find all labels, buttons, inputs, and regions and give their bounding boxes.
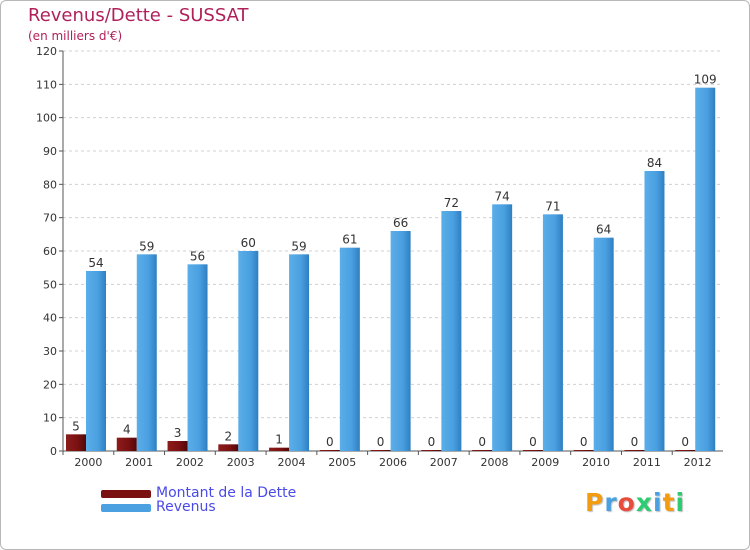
bar-dette-2006 — [370, 450, 391, 451]
y-tick-label: 90 — [43, 145, 57, 158]
bar-dette-2009 — [522, 450, 543, 451]
bar-dette-2001 — [116, 437, 137, 451]
y-tick-label: 70 — [43, 212, 57, 225]
bar-revenus-2008 — [492, 204, 513, 451]
bar-dette-2010 — [573, 450, 594, 451]
data-label-dette-2003: 2 — [224, 429, 232, 443]
legend-label-revenus: Revenus — [156, 499, 216, 515]
chart-subtitle: (en milliers d'€) — [28, 29, 123, 43]
data-label-dette-2011: 0 — [631, 435, 639, 449]
x-tick-label-2000: 2000 — [74, 456, 102, 469]
data-label-dette-2006: 0 — [377, 435, 385, 449]
bar-revenus-2011 — [644, 171, 665, 451]
y-tick-label: 40 — [43, 312, 57, 325]
bar-revenus-2010 — [593, 237, 614, 451]
y-tick-label: 110 — [36, 78, 57, 91]
x-tick-label-2004: 2004 — [277, 456, 305, 469]
data-label-dette-2009: 0 — [529, 435, 537, 449]
data-label-revenus-2003: 60 — [241, 236, 256, 250]
data-label-revenus-2005: 61 — [342, 233, 357, 247]
y-tick-label: 100 — [36, 112, 57, 125]
bar-dette-2003 — [218, 444, 239, 451]
data-label-dette-2008: 0 — [478, 435, 486, 449]
logo-letter: x — [635, 488, 653, 517]
legend-swatch-dette — [101, 490, 151, 498]
data-label-revenus-2000: 54 — [88, 256, 103, 270]
logo-letter: t — [662, 488, 676, 517]
y-tick-label: 0 — [50, 445, 57, 458]
x-tick-label-2002: 2002 — [176, 456, 204, 469]
data-label-revenus-2004: 59 — [291, 239, 306, 253]
data-label-revenus-2011: 84 — [647, 156, 662, 170]
proxiti-logo: Proxiti — [585, 488, 685, 517]
x-tick-label-2001: 2001 — [125, 456, 153, 469]
data-label-revenus-2008: 74 — [495, 189, 510, 203]
bar-revenus-2006 — [390, 231, 411, 451]
y-tick-label: 20 — [43, 378, 57, 391]
bar-dette-2011 — [624, 450, 645, 451]
bar-revenus-2001 — [136, 254, 157, 451]
bar-dette-2002 — [167, 441, 188, 451]
y-tick-label: 10 — [43, 412, 57, 425]
data-label-dette-2012: 0 — [681, 435, 689, 449]
data-label-revenus-2012: 109 — [694, 73, 717, 87]
x-tick-label-2003: 2003 — [227, 456, 255, 469]
bar-dette-2007 — [421, 450, 442, 451]
bar-revenus-2009 — [542, 214, 563, 451]
y-tick-label: 50 — [43, 278, 57, 291]
logo-letter: P — [585, 488, 605, 517]
logo-letter: i — [675, 488, 686, 517]
x-tick-label-2005: 2005 — [328, 456, 356, 469]
bar-dette-2012 — [675, 450, 696, 451]
data-label-dette-2005: 0 — [326, 435, 334, 449]
data-label-revenus-2001: 59 — [139, 239, 154, 253]
bar-dette-2005 — [319, 450, 340, 451]
bar-revenus-2005 — [339, 247, 360, 451]
data-label-dette-2001: 4 — [123, 423, 131, 437]
data-label-dette-2004: 1 — [275, 433, 283, 447]
bar-revenus-2004 — [289, 254, 310, 451]
bar-dette-2008 — [472, 450, 493, 451]
bar-revenus-2002 — [187, 264, 208, 451]
data-label-revenus-2010: 64 — [596, 223, 611, 237]
logo-letter: r — [604, 488, 618, 517]
bar-revenus-2003 — [238, 251, 259, 451]
data-label-revenus-2006: 66 — [393, 216, 408, 230]
data-label-dette-2007: 0 — [428, 435, 436, 449]
bar-dette-2000 — [66, 434, 86, 451]
bar-dette-2004 — [269, 447, 290, 451]
data-label-revenus-2007: 72 — [444, 196, 459, 210]
y-tick-label: 60 — [43, 245, 57, 258]
data-label-dette-2010: 0 — [580, 435, 588, 449]
x-tick-label-2007: 2007 — [430, 456, 458, 469]
data-label-revenus-2009: 71 — [545, 199, 560, 213]
x-tick-label-2010: 2010 — [582, 456, 610, 469]
y-tick-label: 120 — [36, 45, 57, 58]
x-tick-label-2009: 2009 — [531, 456, 559, 469]
logo-letter: i — [653, 488, 663, 517]
x-tick-label-2008: 2008 — [481, 456, 509, 469]
x-tick-label-2006: 2006 — [379, 456, 407, 469]
x-tick-label-2011: 2011 — [633, 456, 661, 469]
x-tick-label-2012: 2012 — [684, 456, 712, 469]
data-label-dette-2000: 5 — [72, 419, 80, 433]
y-tick-label: 30 — [43, 345, 57, 358]
data-label-revenus-2002: 56 — [190, 249, 205, 263]
legend-swatch-revenus — [101, 504, 151, 512]
legend-label-dette: Montant de la Dette — [156, 485, 297, 501]
bar-revenus-2000 — [86, 271, 106, 451]
chart-title: Revenus/Dette - SUSSAT — [28, 5, 249, 26]
bar-revenus-2007 — [441, 211, 462, 451]
bar-revenus-2012 — [695, 87, 716, 452]
logo-letter: o — [617, 488, 636, 517]
y-tick-label: 80 — [43, 178, 57, 191]
data-label-dette-2002: 3 — [174, 426, 182, 440]
